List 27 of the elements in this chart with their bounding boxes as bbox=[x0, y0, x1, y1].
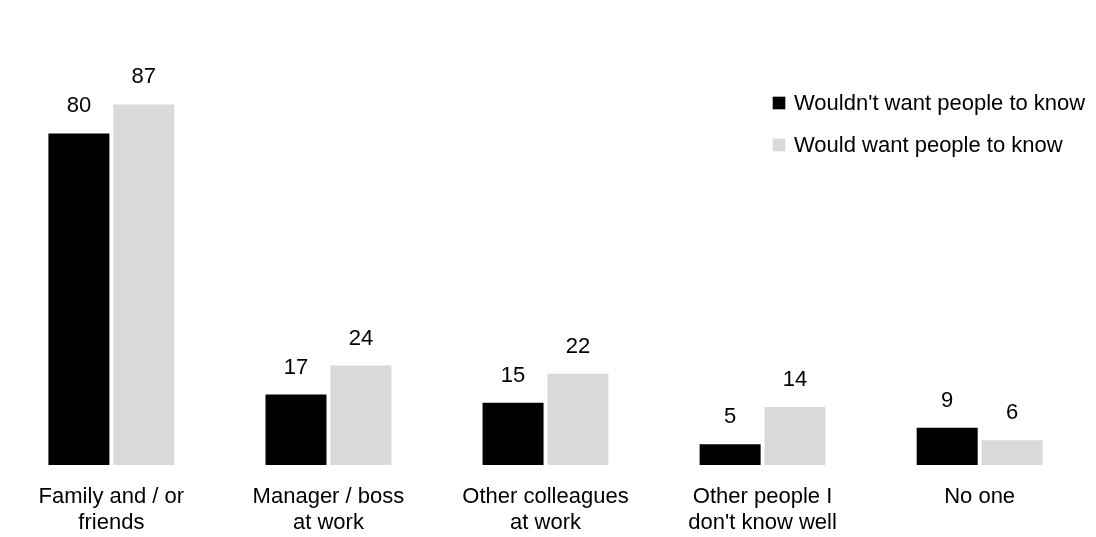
x-tick-label: No one bbox=[944, 482, 1016, 508]
data-label: 17 bbox=[283, 353, 309, 379]
bar bbox=[265, 394, 327, 465]
x-tick-label: Manager / boss at work bbox=[252, 482, 405, 534]
bar bbox=[547, 373, 609, 465]
bar bbox=[699, 444, 761, 465]
data-label: 87 bbox=[131, 63, 157, 89]
data-label: 80 bbox=[66, 92, 92, 118]
x-tick-label: Family and / or friends bbox=[38, 482, 185, 534]
bar bbox=[916, 427, 978, 465]
data-label: 14 bbox=[782, 365, 808, 391]
bar bbox=[48, 133, 110, 465]
data-label: 6 bbox=[1005, 399, 1019, 425]
bar bbox=[113, 104, 175, 465]
legend-label: Wouldn't want people to know bbox=[794, 90, 1086, 115]
data-label: 5 bbox=[723, 403, 737, 429]
data-label: 9 bbox=[941, 386, 954, 412]
x-tick-label: Other colleagues at work bbox=[462, 482, 629, 534]
data-label: 15 bbox=[500, 361, 526, 387]
data-label: 22 bbox=[565, 332, 591, 358]
bar bbox=[330, 365, 392, 465]
legend-label: Would want people to know bbox=[794, 132, 1063, 157]
bar bbox=[482, 402, 544, 465]
x-tick-label: Other people I don't know well bbox=[688, 482, 837, 534]
bar bbox=[981, 440, 1043, 465]
data-label: 24 bbox=[348, 324, 374, 350]
bar bbox=[764, 406, 826, 465]
